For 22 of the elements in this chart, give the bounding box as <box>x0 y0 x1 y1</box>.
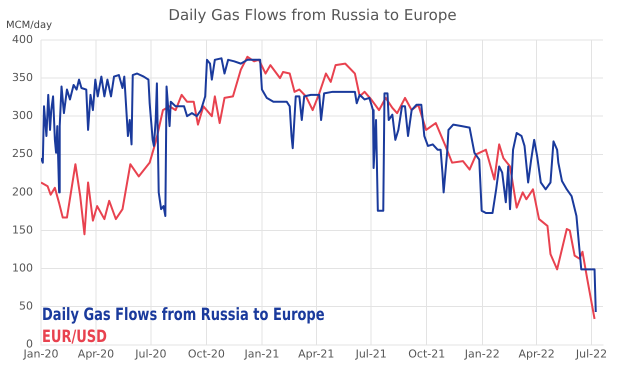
x-tick-label: Oct-21 <box>408 347 446 360</box>
x-tick-label: Apr-20 <box>78 347 114 360</box>
y-tick-label: 400 <box>12 32 33 46</box>
y-tick-label: 250 <box>12 147 33 160</box>
y-tick-label: 150 <box>12 223 33 236</box>
y-tick-label: 100 <box>12 261 33 274</box>
y-tick-label: 350 <box>12 70 33 84</box>
x-tick-label: Jul-20 <box>134 347 166 360</box>
x-tick-label: Apr-21 <box>298 347 334 360</box>
x-tick-label: Jan-21 <box>243 347 280 360</box>
text: EUR/USD <box>42 326 108 348</box>
x-tick-label: Jul-22 <box>574 347 608 360</box>
y-axis-title: MCM/day <box>6 20 52 31</box>
x-tick-label: Apr-22 <box>518 347 555 360</box>
x-tick-label: Jan-22 <box>464 347 500 360</box>
y-tick-label: 50 <box>18 300 33 313</box>
chart-title: Daily Gas Flows from Russia to Europe <box>168 6 457 24</box>
text: Daily Gas Flows from Russia to Europe <box>42 304 325 326</box>
y-tick-label: 300 <box>12 109 33 122</box>
x-tick-label: Jul-21 <box>354 347 387 360</box>
x-tick-label: Oct-20 <box>188 347 225 360</box>
y-tick-label: 200 <box>12 185 33 198</box>
